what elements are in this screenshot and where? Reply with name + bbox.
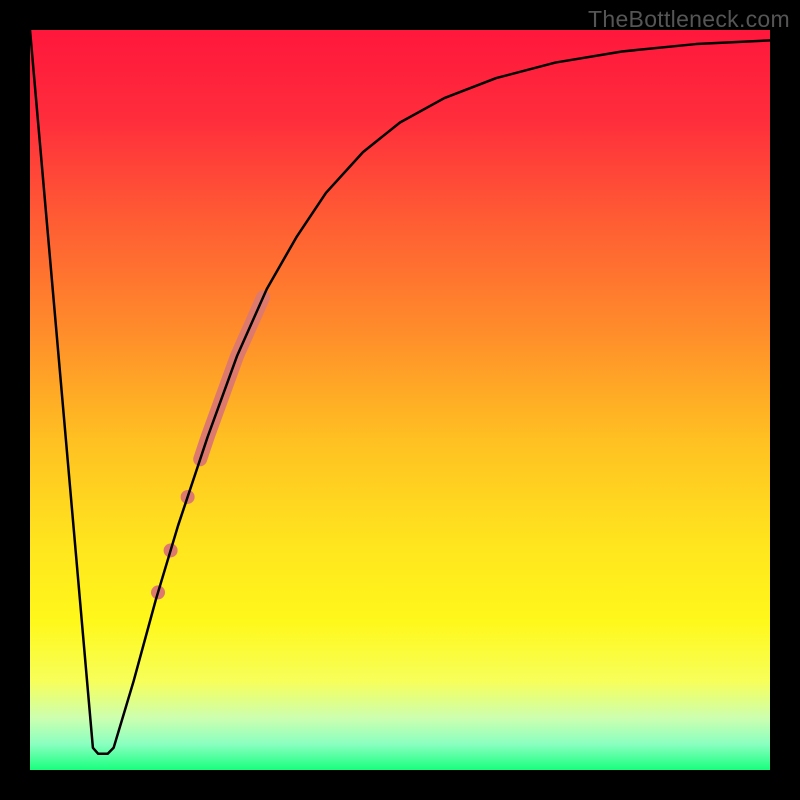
watermark-text: TheBottleneck.com bbox=[588, 6, 790, 33]
chart-svg bbox=[0, 0, 800, 800]
plot-background bbox=[30, 30, 770, 770]
chart-container: TheBottleneck.com bbox=[0, 0, 800, 800]
